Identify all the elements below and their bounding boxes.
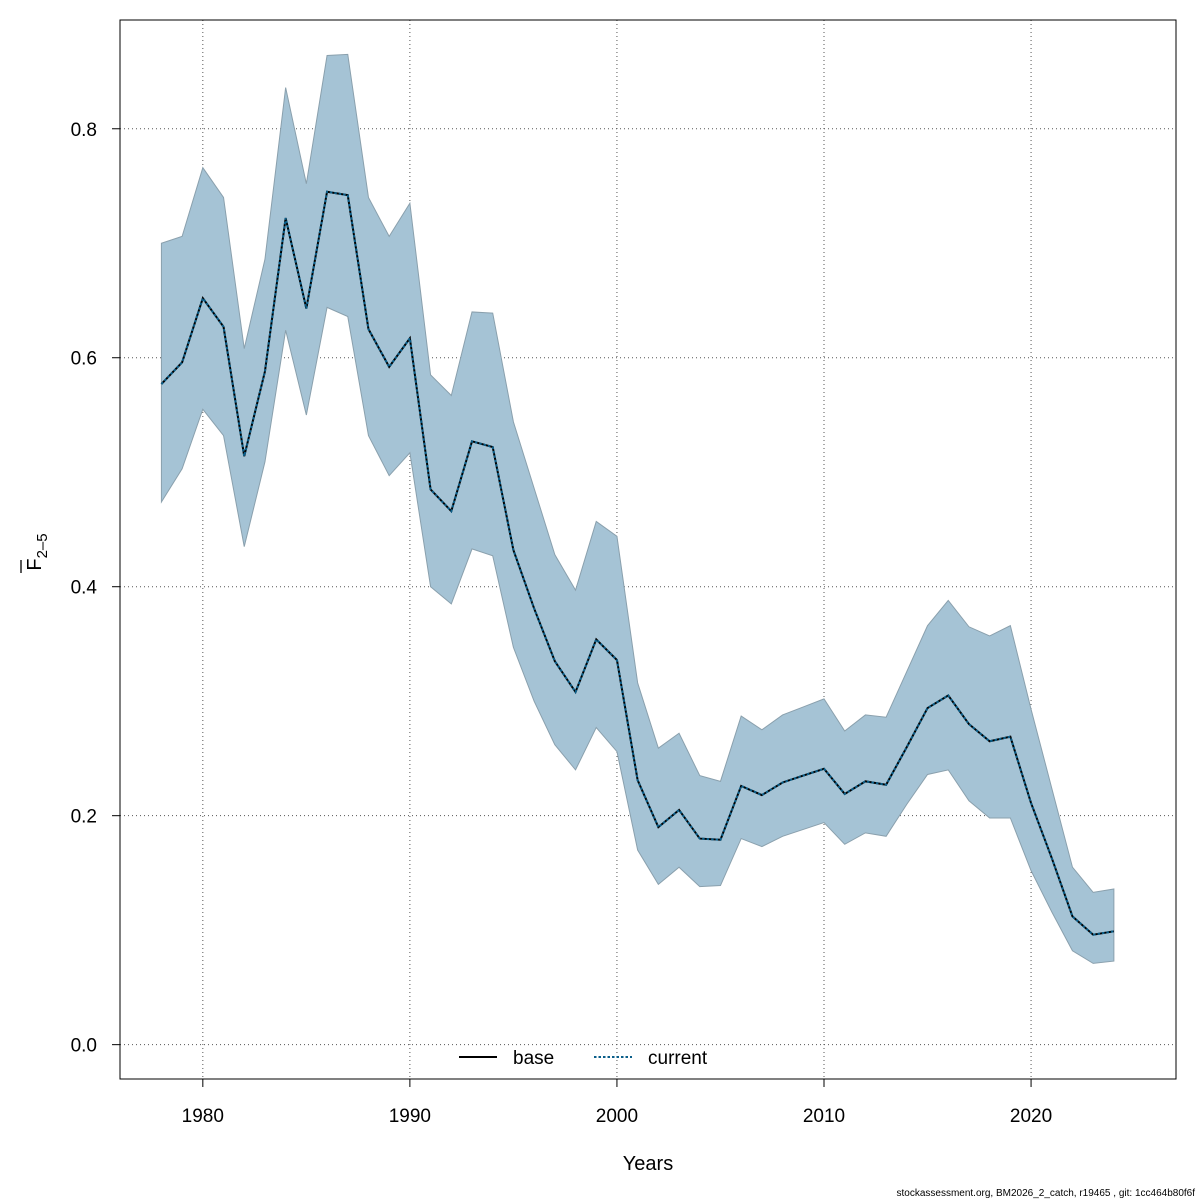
y-axis-title-main: F — [24, 558, 46, 570]
y-tick-label: 0.6 — [71, 349, 97, 370]
confidence-band-layer — [160, 53, 1115, 964]
svg-text:F2–5: F2–5 — [24, 533, 51, 570]
x-tick-label: 1980 — [182, 1106, 224, 1127]
y-tick-label: 0.4 — [71, 578, 98, 599]
series-layer — [160, 190, 1115, 936]
legend-label-current: current — [648, 1048, 708, 1069]
x-tick-label: 1990 — [389, 1106, 431, 1127]
y-axis-title: F2–5 — [20, 533, 51, 573]
confidence-band — [160, 53, 1115, 964]
x-axis: 1980 1990 2000 2010 2020 — [182, 1078, 1052, 1127]
y-axis-title-subscript: 2–5 — [34, 533, 51, 558]
footer-note: stockassessment.org, BM2026_2_catch, r19… — [896, 1188, 1195, 1199]
x-tick-label: 2000 — [596, 1106, 638, 1127]
x-axis-title: Years — [623, 1153, 673, 1175]
y-tick-label: 0.8 — [71, 120, 97, 141]
x-tick-label: 2010 — [803, 1106, 845, 1127]
y-tick-label: 0.2 — [71, 807, 97, 828]
x-tick-label: 2020 — [1010, 1106, 1052, 1127]
legend-label-base: base — [513, 1048, 554, 1069]
y-tick-label: 0.0 — [71, 1036, 97, 1057]
legend: base current — [459, 1048, 708, 1069]
series-line-current — [160, 190, 1115, 936]
y-axis: 0.0 0.2 0.4 0.6 0.8 — [71, 120, 121, 1057]
